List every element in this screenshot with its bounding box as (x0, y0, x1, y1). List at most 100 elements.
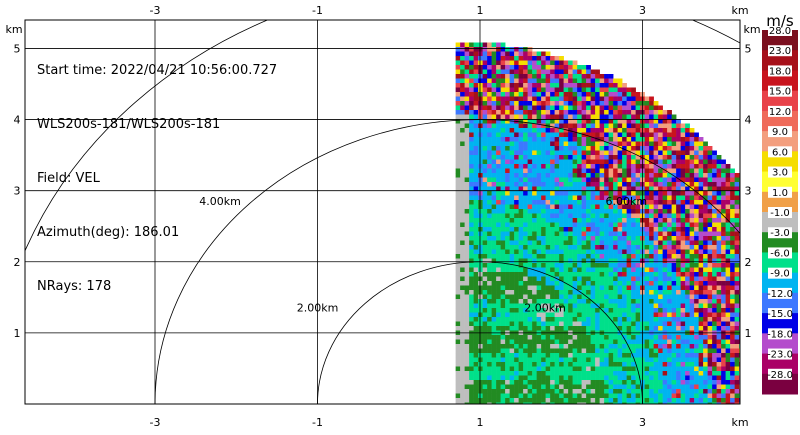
data-cell (572, 245, 578, 250)
data-cell (455, 231, 461, 237)
data-cell (676, 159, 681, 165)
data-cell (478, 393, 483, 399)
data-cell (491, 164, 497, 169)
data-cell (464, 105, 470, 111)
data-cell (581, 258, 587, 264)
data-cell (563, 195, 569, 201)
data-cell (626, 380, 632, 385)
data-cell (464, 303, 470, 309)
colorbar: 28.023.018.015.012.09.06.03.01.0-1.0-3.0… (762, 25, 798, 395)
data-cell (667, 398, 672, 403)
data-cell (464, 267, 470, 273)
data-cell (662, 366, 668, 372)
data-cell (649, 312, 654, 318)
data-cell (496, 353, 501, 358)
data-cell (649, 285, 654, 291)
data-cell (734, 393, 740, 399)
data-cell (712, 393, 717, 399)
data-cell (698, 164, 704, 169)
data-cell (541, 272, 546, 277)
data-cell (725, 380, 731, 385)
data-cell (473, 141, 479, 147)
data-cell (635, 195, 641, 201)
data-cell (635, 281, 641, 286)
data-cell (725, 384, 731, 390)
data-cell (581, 177, 587, 183)
data-cell (653, 294, 659, 300)
data-cell (532, 74, 537, 79)
data-cell (473, 83, 479, 88)
data-cell (554, 308, 560, 313)
data-cell (662, 128, 668, 133)
data-cell (469, 290, 474, 295)
data-cell (491, 132, 497, 138)
data-cell (455, 294, 461, 300)
data-cell (532, 254, 537, 259)
data-cell (536, 123, 542, 129)
data-cell (545, 236, 551, 241)
data-cell (581, 69, 587, 75)
data-cell (712, 245, 717, 250)
data-cell (644, 308, 650, 313)
data-cell (500, 222, 506, 228)
data-cell (482, 294, 488, 300)
data-cell (527, 69, 533, 75)
data-cell (604, 74, 609, 79)
data-cell (500, 231, 506, 237)
data-cell (500, 200, 506, 205)
data-cell (613, 87, 618, 93)
data-cell (464, 348, 470, 354)
data-cell (550, 87, 555, 93)
data-cell (685, 267, 690, 273)
data-cell (721, 272, 726, 277)
data-cell (599, 299, 605, 304)
data-cell (482, 110, 488, 115)
data-cell (559, 344, 564, 349)
data-cell (455, 173, 461, 178)
data-cell (703, 339, 708, 345)
data-cell (595, 123, 600, 129)
data-cell (509, 65, 515, 70)
data-cell (703, 375, 708, 381)
data-cell (536, 177, 542, 183)
data-cell (532, 128, 537, 133)
data-cell (550, 218, 555, 223)
nrays-value: NRays: 178 (37, 279, 112, 294)
data-cell (649, 204, 654, 210)
data-cell (581, 173, 587, 178)
data-cell (482, 101, 488, 106)
data-cell (536, 74, 542, 79)
data-cell (473, 303, 479, 309)
data-cell (595, 281, 600, 286)
data-cell (581, 245, 587, 250)
data-cell (644, 326, 650, 331)
data-cell (509, 200, 515, 205)
data-cell (644, 168, 650, 174)
data-cell (604, 380, 609, 385)
data-cell (527, 290, 533, 295)
data-cell (550, 294, 555, 300)
data-cell (514, 47, 519, 52)
data-cell (658, 389, 663, 394)
data-cell (577, 96, 582, 102)
data-cell (572, 393, 578, 399)
data-cell (460, 177, 465, 183)
data-cell (491, 339, 497, 345)
data-cell (613, 335, 618, 340)
data-cell (550, 56, 555, 61)
data-cell (631, 173, 636, 178)
data-cell (478, 110, 483, 115)
data-cell (577, 191, 582, 196)
data-cell (644, 294, 650, 300)
data-cell (622, 299, 627, 304)
data-cell (608, 123, 614, 129)
data-cell (496, 227, 501, 232)
data-cell (563, 317, 569, 322)
data-cell (631, 312, 636, 318)
data-cell (523, 227, 528, 232)
data-cell (487, 326, 492, 331)
data-cell (617, 308, 623, 313)
data-cell (460, 209, 465, 214)
data-cell (703, 249, 708, 255)
data-cell (455, 362, 461, 367)
